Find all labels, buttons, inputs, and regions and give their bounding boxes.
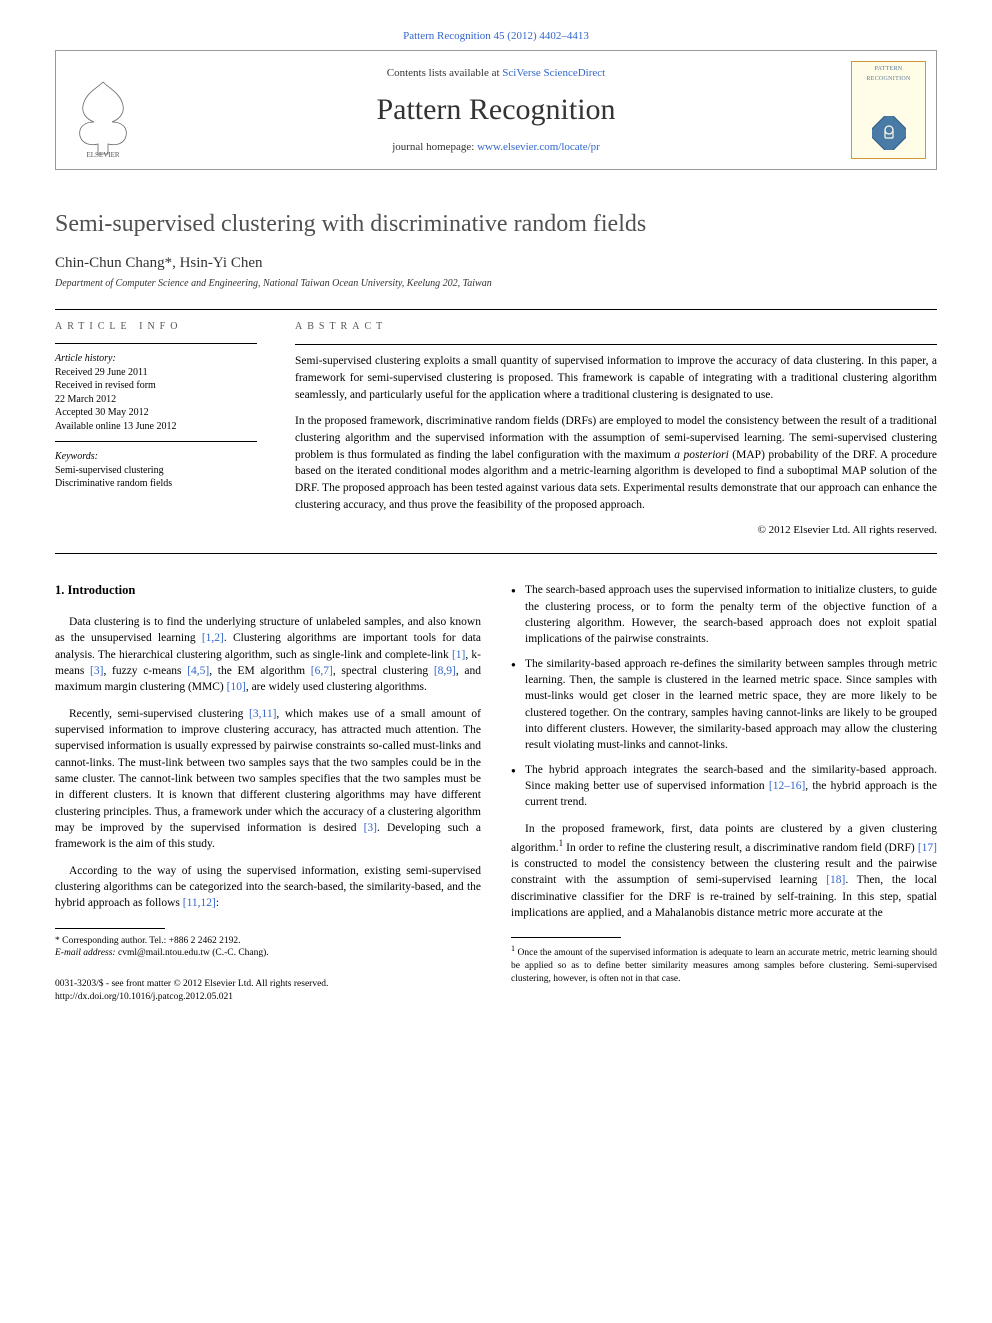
abstract-copyright: © 2012 Elsevier Ltd. All rights reserved… <box>295 523 937 539</box>
approach-bullet-list: The search-based approach uses the super… <box>511 582 937 810</box>
citation-link[interactable]: [3] <box>364 822 377 834</box>
footnote-1: 1 Once the amount of the supervised info… <box>511 944 937 986</box>
text: , fuzzy c-means <box>103 665 187 677</box>
text: , are widely used clustering algorithms. <box>246 681 427 693</box>
citation-link[interactable]: [8,9] <box>434 665 456 677</box>
elsevier-tree-logo: ELSEVIER <box>66 74 141 159</box>
article-history-label: Article history: <box>55 352 257 366</box>
doi-link[interactable]: http://dx.doi.org/10.1016/j.patcog.2012.… <box>55 991 481 1004</box>
citation-link[interactable]: [18] <box>826 874 845 886</box>
journal-homepage-line: journal homepage: www.elsevier.com/locat… <box>161 141 831 153</box>
abstract-paragraph: In the proposed framework, discriminativ… <box>295 413 937 513</box>
email-address[interactable]: cvml@mail.ntou.edu.tw (C.-C. Chang). <box>116 948 269 958</box>
homepage-link[interactable]: www.elsevier.com/locate/pr <box>477 141 600 153</box>
article-title: Semi-supervised clustering with discrimi… <box>55 210 937 239</box>
article-info-header: ARTICLE INFO <box>55 320 257 334</box>
publisher-logo-area: ELSEVIER <box>56 51 151 169</box>
journal-cover-thumbnail: PATTERN RECOGNITION <box>851 61 926 159</box>
history-line: Received 29 June 2011 <box>55 366 257 380</box>
citation-link[interactable]: [3] <box>90 665 103 677</box>
svg-text:ELSEVIER: ELSEVIER <box>86 151 119 159</box>
list-item: The hybrid approach integrates the searc… <box>511 762 937 811</box>
footnote-text: Once the amount of the supervised inform… <box>511 949 937 985</box>
journal-reference-text[interactable]: Pattern Recognition 45 (2012) 4402–4413 <box>403 30 589 42</box>
body-paragraph: Data clustering is to find the underlyin… <box>55 614 481 696</box>
text: Recently, semi-supervised clustering <box>69 708 249 720</box>
section-heading: 1. Introduction <box>55 582 481 600</box>
keyword: Discriminative random fields <box>55 477 257 491</box>
bottom-meta: 0031-3203/$ - see front matter © 2012 El… <box>55 978 481 1004</box>
citation-link[interactable]: [12–16] <box>769 780 805 792</box>
history-line: 22 March 2012 <box>55 393 257 407</box>
keywords-label: Keywords: <box>55 450 257 464</box>
history-line: Accepted 30 May 2012 <box>55 406 257 420</box>
left-column: 1. Introduction Data clustering is to fi… <box>55 582 481 1004</box>
header-center: Contents lists available at SciVerse Sci… <box>151 51 841 169</box>
footnote-rule <box>511 937 621 938</box>
corresponding-author-footnote: * Corresponding author. Tel.: +886 2 246… <box>55 935 481 948</box>
abstract-italic: a posteriori <box>674 449 729 461</box>
homepage-prefix: journal homepage: <box>392 141 477 153</box>
history-line: Received in revised form <box>55 379 257 393</box>
cover-title-line2: RECOGNITION <box>852 72 925 82</box>
abstract-header: ABSTRACT <box>295 320 937 335</box>
text: According to the way of using the superv… <box>55 865 481 910</box>
citation-link[interactable]: [1] <box>452 649 465 661</box>
citation-link[interactable]: [11,12] <box>183 897 216 909</box>
issn-copyright-line: 0031-3203/$ - see front matter © 2012 El… <box>55 978 481 991</box>
contents-available-line: Contents lists available at SciVerse Sci… <box>161 67 831 79</box>
email-footnote: E-mail address: cvml@mail.ntou.edu.tw (C… <box>55 947 481 960</box>
journal-cover-area: PATTERN RECOGNITION <box>841 51 936 169</box>
journal-header-box: ELSEVIER Contents lists available at Sci… <box>55 50 937 170</box>
citation-link[interactable]: [1,2] <box>202 632 224 644</box>
abstract-column: ABSTRACT Semi-supervised clustering expl… <box>275 310 937 553</box>
affiliation: Department of Computer Science and Engin… <box>55 278 937 289</box>
email-label: E-mail address: <box>55 948 116 958</box>
text: , spectral clustering <box>333 665 434 677</box>
right-column: The search-based approach uses the super… <box>511 582 937 1004</box>
citation-link[interactable]: [17] <box>918 842 937 854</box>
body-paragraph: In the proposed framework, first, data p… <box>511 821 937 922</box>
abstract-paragraph: Semi-supervised clustering exploits a sm… <box>295 353 937 403</box>
cover-emblem-icon <box>872 116 906 150</box>
cover-title-line1: PATTERN <box>852 62 925 72</box>
keyword: Semi-supervised clustering <box>55 464 257 478</box>
citation-link[interactable]: [4,5] <box>187 665 209 677</box>
sciencedirect-link[interactable]: SciVerse ScienceDirect <box>502 67 605 79</box>
journal-reference-top: Pattern Recognition 45 (2012) 4402–4413 <box>55 30 937 42</box>
footnote-rule <box>55 928 165 929</box>
list-item: The search-based approach uses the super… <box>511 582 937 647</box>
authors: Chin-Chun Chang*, Hsin-Yi Chen <box>55 255 937 272</box>
body-paragraph: According to the way of using the superv… <box>55 863 481 912</box>
article-info-column: ARTICLE INFO Article history: Received 2… <box>55 310 275 553</box>
body-two-column: 1. Introduction Data clustering is to fi… <box>55 582 937 1004</box>
text: , the EM algorithm <box>209 665 311 677</box>
text: , which makes use of a small amount of s… <box>55 708 481 834</box>
history-line: Available online 13 June 2012 <box>55 420 257 434</box>
text: : <box>216 897 219 909</box>
citation-link[interactable]: [3,11] <box>249 708 276 720</box>
body-paragraph: Recently, semi-supervised clustering [3,… <box>55 706 481 853</box>
text: In order to refine the clustering result… <box>563 842 918 854</box>
citation-link[interactable]: [6,7] <box>311 665 333 677</box>
journal-name: Pattern Recognition <box>161 93 831 127</box>
citation-link[interactable]: [10] <box>227 681 246 693</box>
list-item: The similarity-based approach re-defines… <box>511 656 937 754</box>
info-abstract-row: ARTICLE INFO Article history: Received 2… <box>55 309 937 554</box>
contents-prefix: Contents lists available at <box>387 67 502 79</box>
